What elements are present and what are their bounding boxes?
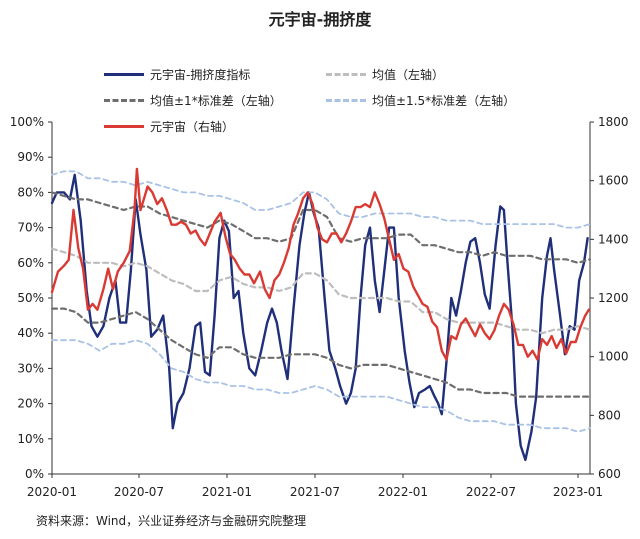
y-left-tick-label: 0% bbox=[25, 467, 44, 481]
chart-title: 元宇宙-拥挤度 bbox=[268, 10, 372, 29]
y-left-tick-label: 50% bbox=[17, 291, 44, 305]
legend-swatch-sd1 bbox=[104, 99, 144, 102]
legend-item-mean: 均值（左轴） bbox=[326, 66, 444, 83]
legend-swatch-index bbox=[104, 73, 144, 76]
x-tick-label: 2023-01 bbox=[553, 485, 603, 499]
y-right-tick-label: 600 bbox=[598, 467, 621, 481]
crowding-chart: 0% 10% 20% 30% 40% 50% 60% 70% 80% 90% 100% 600 800 1… bbox=[10, 115, 629, 499]
y-right-tick-label: 1400 bbox=[598, 232, 629, 246]
y-right-tick-label: 1000 bbox=[598, 350, 629, 364]
x-tick-label: 2021-07 bbox=[290, 485, 340, 499]
legend-label-sd15: 均值±1.5*标准差（左轴） bbox=[372, 94, 516, 108]
y-right-tick-label: 1200 bbox=[598, 291, 629, 305]
y-left-tick-label: 70% bbox=[17, 221, 44, 235]
legend-label-mean: 均值（左轴） bbox=[372, 68, 445, 82]
legend-swatch-price bbox=[104, 125, 144, 128]
x-tick-label: 2022-01 bbox=[378, 485, 428, 499]
series-line-index bbox=[50, 173, 589, 462]
y-right-tick-label: 1800 bbox=[598, 115, 629, 129]
legend-swatch-mean bbox=[326, 73, 366, 76]
legend-item-sd1: 均值±1*标准差（左轴） bbox=[104, 92, 282, 109]
y-left-tick-label: 30% bbox=[17, 361, 44, 375]
x-tick-label: 2021-01 bbox=[202, 485, 252, 499]
legend-item-price: 元宇宙（右轴） bbox=[104, 118, 234, 135]
series-line-sd1 bbox=[50, 307, 592, 398]
x-tick-label: 2022-07 bbox=[466, 485, 516, 499]
series-line-sd15 bbox=[51, 339, 591, 433]
series-line-price bbox=[50, 167, 590, 361]
legend-label-price: 元宇宙（右轴） bbox=[150, 120, 235, 134]
y-left-tick-label: 20% bbox=[17, 397, 44, 411]
legend-swatch-sd15 bbox=[326, 99, 366, 102]
series-line-sd15 bbox=[51, 170, 591, 229]
legend: 元宇宙-拥挤度指标 均值（左轴） 均值±1*标准差（左轴） 均值±1.5*标准差… bbox=[0, 0, 640, 140]
legend-item-index: 元宇宙-拥挤度指标 bbox=[104, 66, 250, 83]
y-left-tick-label: 80% bbox=[17, 185, 44, 199]
y-left-tick-label: 100% bbox=[10, 115, 44, 129]
y-right-tick-label: 1600 bbox=[598, 174, 629, 188]
series-line-mean bbox=[50, 247, 592, 335]
y-left-tick-label: 10% bbox=[17, 432, 44, 446]
y-left-tick-label: 60% bbox=[17, 256, 44, 270]
legend-label-sd1: 均值±1*标准差（左轴） bbox=[150, 94, 282, 108]
legend-item-sd15: 均值±1.5*标准差（左轴） bbox=[326, 92, 515, 109]
y-left-tick-label: 90% bbox=[17, 150, 44, 164]
y-left-tick-label: 40% bbox=[17, 326, 44, 340]
x-tick-label: 2020-01 bbox=[27, 485, 77, 499]
x-tick-label: 2020-07 bbox=[114, 485, 164, 499]
source-note: 资料来源：Wind，兴业证券经济与金融研究院整理 bbox=[36, 514, 307, 528]
y-right-tick-label: 800 bbox=[598, 408, 621, 422]
legend-label-index: 元宇宙-拥挤度指标 bbox=[150, 68, 251, 82]
